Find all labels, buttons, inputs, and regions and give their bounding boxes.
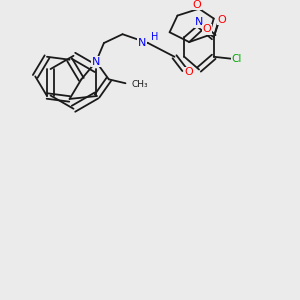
Text: CH₃: CH₃ — [131, 80, 148, 89]
Text: H: H — [151, 32, 158, 42]
Text: N: N — [195, 17, 203, 27]
Text: O: O — [217, 14, 226, 25]
Text: O: O — [202, 24, 211, 34]
Text: O: O — [185, 68, 194, 77]
Text: N: N — [138, 38, 146, 48]
Text: O: O — [217, 14, 226, 25]
Text: N: N — [92, 57, 100, 67]
Text: Cl: Cl — [231, 54, 242, 64]
Text: O: O — [193, 0, 202, 10]
